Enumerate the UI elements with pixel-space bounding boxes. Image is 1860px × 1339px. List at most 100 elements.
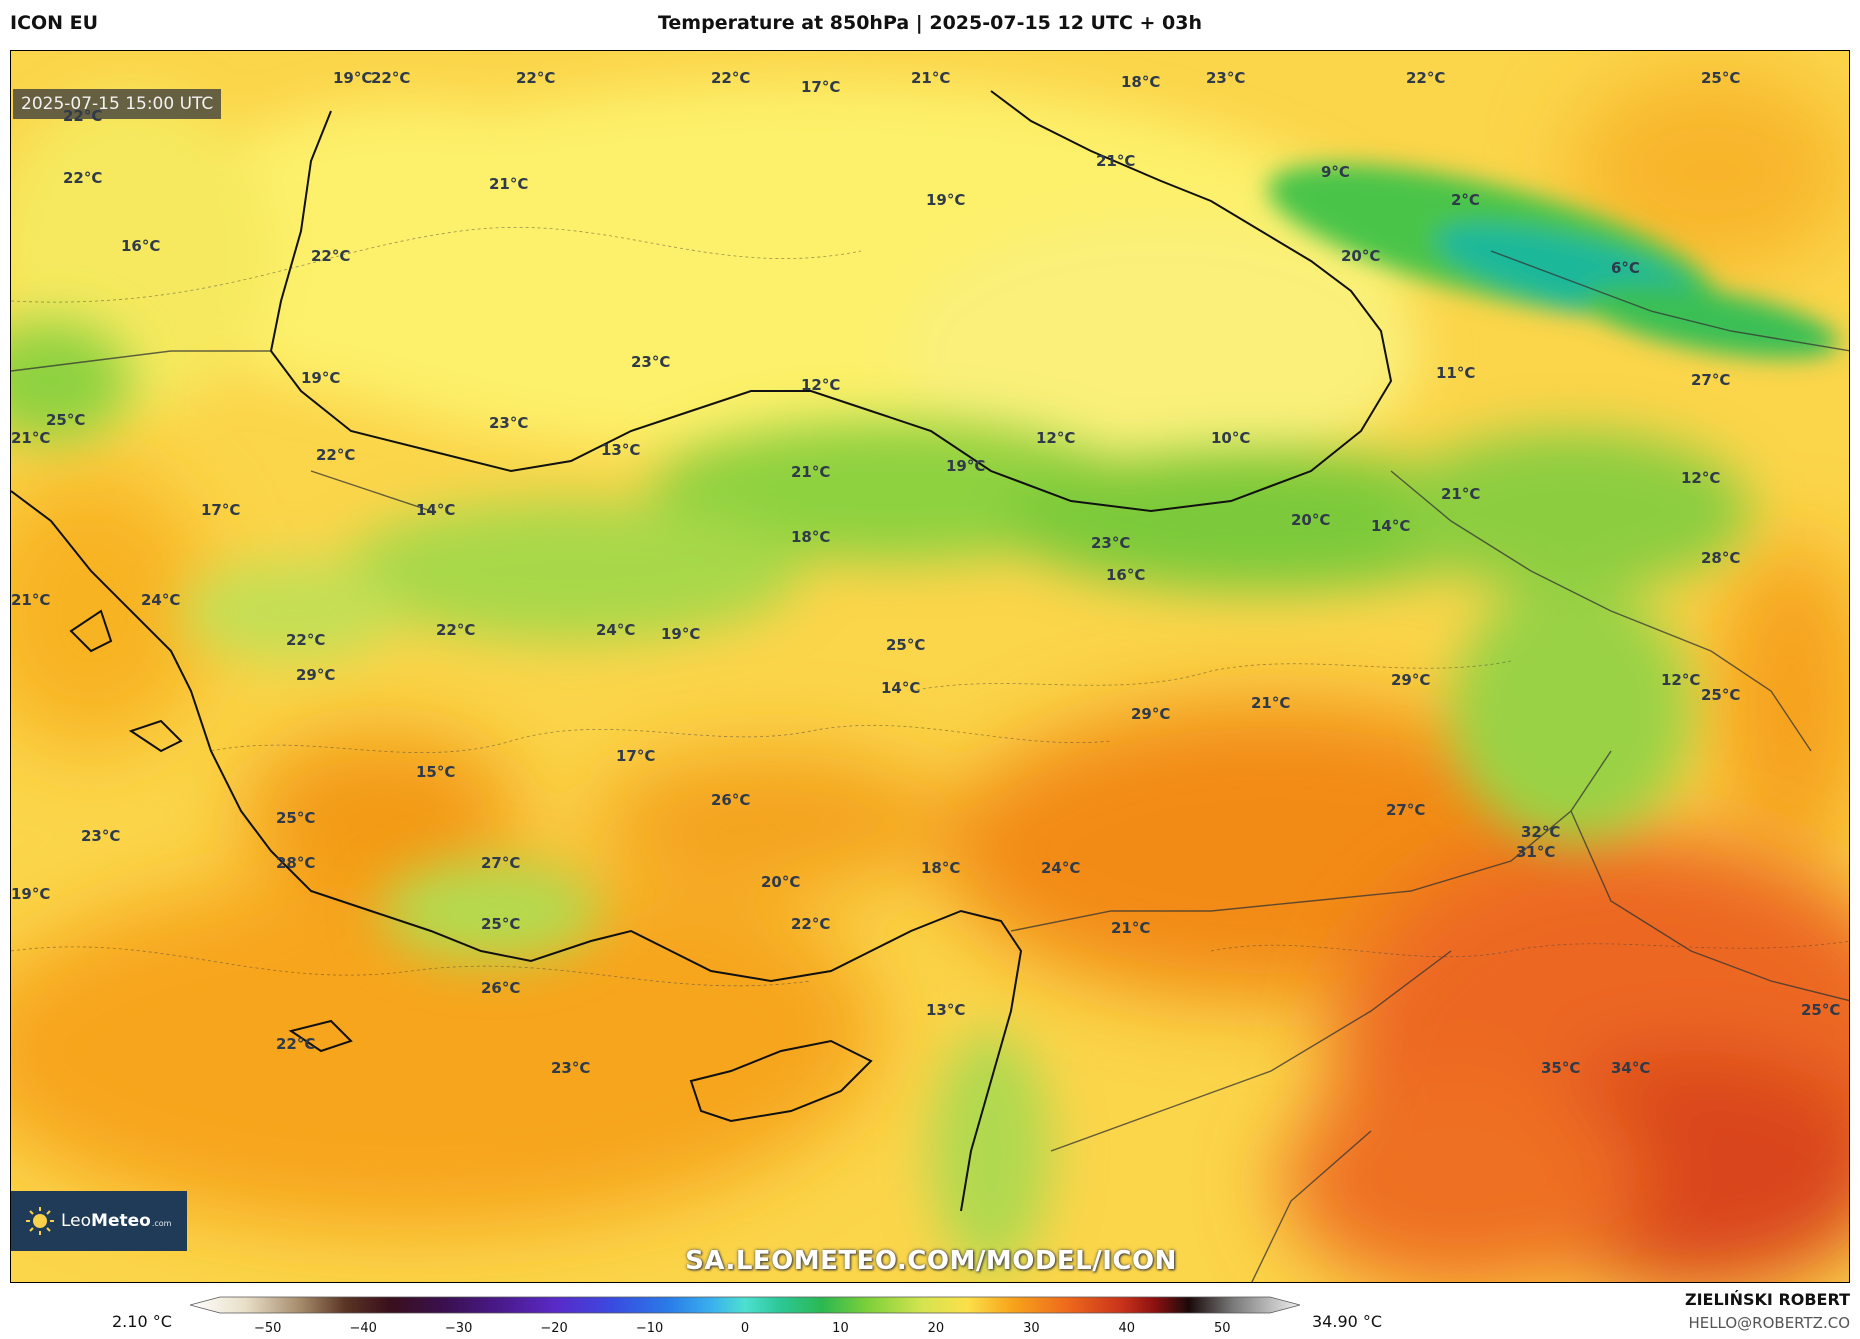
logo-text: LeoMeteo.com	[61, 1211, 172, 1231]
temperature-label: 17°C	[616, 747, 656, 765]
temperature-label: 21°C	[1096, 152, 1136, 170]
temperature-label: 25°C	[1701, 686, 1741, 704]
temperature-label: 25°C	[481, 915, 521, 933]
temperature-label: 12°C	[801, 376, 841, 394]
temperature-label: 28°C	[276, 854, 316, 872]
temperature-label: 23°C	[81, 827, 121, 845]
temperature-label: 23°C	[1091, 534, 1131, 552]
temperature-label: 13°C	[601, 441, 641, 459]
temperature-label: 26°C	[481, 979, 521, 997]
temperature-label: 12°C	[1681, 469, 1721, 487]
valid-time-badge: 2025-07-15 15:00 UTC	[13, 89, 222, 119]
temperature-label: 23°C	[1206, 69, 1246, 87]
temperature-label: 24°C	[1041, 859, 1081, 877]
temperature-label: 19°C	[333, 69, 373, 87]
temperature-label: 34°C	[1611, 1059, 1651, 1077]
temperature-label: 21°C	[1251, 694, 1291, 712]
temperature-label: 21°C	[489, 175, 529, 193]
temperature-label: 22°C	[1406, 69, 1446, 87]
temperature-label: 21°C	[791, 463, 831, 481]
temperature-label: 14°C	[416, 501, 456, 519]
temperature-label: 22°C	[286, 631, 326, 649]
colorbar-tick-label: −30	[444, 1321, 473, 1336]
temperature-label: 21°C	[1111, 919, 1151, 937]
temperature-label: 16°C	[1106, 566, 1146, 584]
map-fields	[11, 51, 1849, 1282]
temperature-label: 17°C	[801, 78, 841, 96]
temperature-label: 21°C	[911, 69, 951, 87]
temperature-label: 20°C	[1341, 247, 1381, 265]
temperature-label: 29°C	[1131, 705, 1171, 723]
colorbar-tick-label: 10	[832, 1321, 849, 1336]
temperature-label: 13°C	[926, 1001, 966, 1019]
temperature-label: 24°C	[596, 621, 636, 639]
temperature-label: 21°C	[11, 429, 51, 447]
colorbar-tick-label: −50	[254, 1321, 282, 1336]
temperature-label: 14°C	[1371, 517, 1411, 535]
temperature-label: 24°C	[141, 591, 181, 609]
colorbar-tick-label: −20	[540, 1321, 568, 1336]
temperature-label: 27°C	[1386, 801, 1426, 819]
temperature-label: 17°C	[201, 501, 241, 519]
temperature-label: 12°C	[1036, 429, 1076, 447]
temperature-label: 15°C	[416, 763, 456, 781]
temperature-label: 19°C	[301, 369, 341, 387]
temperature-label: 22°C	[311, 247, 351, 265]
temperature-label: 21°C	[1441, 485, 1481, 503]
temperature-label: 20°C	[761, 873, 801, 891]
temperature-label: 22°C	[791, 915, 831, 933]
temperature-label: 22°C	[436, 621, 476, 639]
sun-icon	[25, 1206, 55, 1236]
colorbar-tick-label: 40	[1118, 1321, 1136, 1336]
temperature-label: 35°C	[1541, 1059, 1581, 1077]
temperature-label: 19°C	[926, 191, 966, 209]
temperature-label: 22°C	[316, 446, 356, 464]
leometeo-logo[interactable]: LeoMeteo.com	[11, 1191, 187, 1251]
author-email[interactable]: HELLO@ROBERTZ.CO	[1688, 1314, 1850, 1332]
temperature-label: 31°C	[1516, 843, 1556, 861]
temperature-label: 23°C	[489, 414, 529, 432]
colorbar-tick-label: −40	[349, 1321, 377, 1336]
temperature-label: 11°C	[1436, 364, 1476, 382]
temperature-label: 6°C	[1611, 259, 1640, 277]
temperature-label: 22°C	[371, 69, 411, 87]
coastlines	[11, 90, 1393, 1212]
colorbar-tick-label: −10	[635, 1321, 664, 1336]
temperature-label: 23°C	[551, 1059, 591, 1077]
temperature-label: 18°C	[921, 859, 961, 877]
temperature-label: 25°C	[276, 809, 316, 827]
colorbar-tick-label: 0	[740, 1321, 750, 1336]
temperature-label: 14°C	[881, 679, 921, 697]
temperature-label: 22°C	[516, 69, 556, 87]
colorbar-tick-label: 50	[1213, 1321, 1231, 1336]
temperature-label: 19°C	[11, 885, 51, 903]
colorbar-tick-label: 30	[1023, 1321, 1040, 1336]
temperature-label: 22°C	[711, 69, 751, 87]
author-name: ZIELIŃSKI ROBERT	[1684, 1290, 1850, 1309]
temperature-label: 27°C	[1691, 371, 1731, 389]
temperature-label: 9°C	[1321, 163, 1350, 181]
temperature-label: 25°C	[46, 411, 86, 429]
temperature-label: 22°C	[276, 1035, 316, 1053]
temperature-label: 25°C	[1801, 1001, 1841, 1019]
chart-title: Temperature at 850hPa | 2025-07-15 12 UT…	[657, 12, 1203, 34]
colorbar	[190, 1296, 1300, 1314]
temperature-label: 12°C	[1661, 671, 1701, 689]
source-watermark[interactable]: SA.LEOMETEO.COM/MODEL/ICON	[685, 1246, 1177, 1276]
temperature-label: 23°C	[631, 353, 671, 371]
temperature-label: 25°C	[1701, 69, 1741, 87]
temperature-label: 18°C	[791, 528, 831, 546]
temperature-label: 20°C	[1291, 511, 1331, 529]
temperature-label: 29°C	[1391, 671, 1431, 689]
temperature-map: 2025-07-15 15:00 UTC 19°C 22°C 22°C 22°C 17°…	[10, 50, 1850, 1283]
colorbar-tick-label: 20	[927, 1321, 945, 1336]
temperature-label: 19°C	[946, 457, 986, 475]
model-name: ICON EU	[10, 12, 99, 34]
temperature-label: 18°C	[1121, 73, 1161, 91]
temperature-label: 26°C	[711, 791, 751, 809]
temperature-label: 2°C	[1451, 191, 1480, 209]
temperature-label: 10°C	[1211, 429, 1251, 447]
temperature-label: 29°C	[296, 666, 336, 684]
temperature-label: 22°C	[63, 169, 103, 187]
temperature-label: 16°C	[121, 237, 161, 255]
